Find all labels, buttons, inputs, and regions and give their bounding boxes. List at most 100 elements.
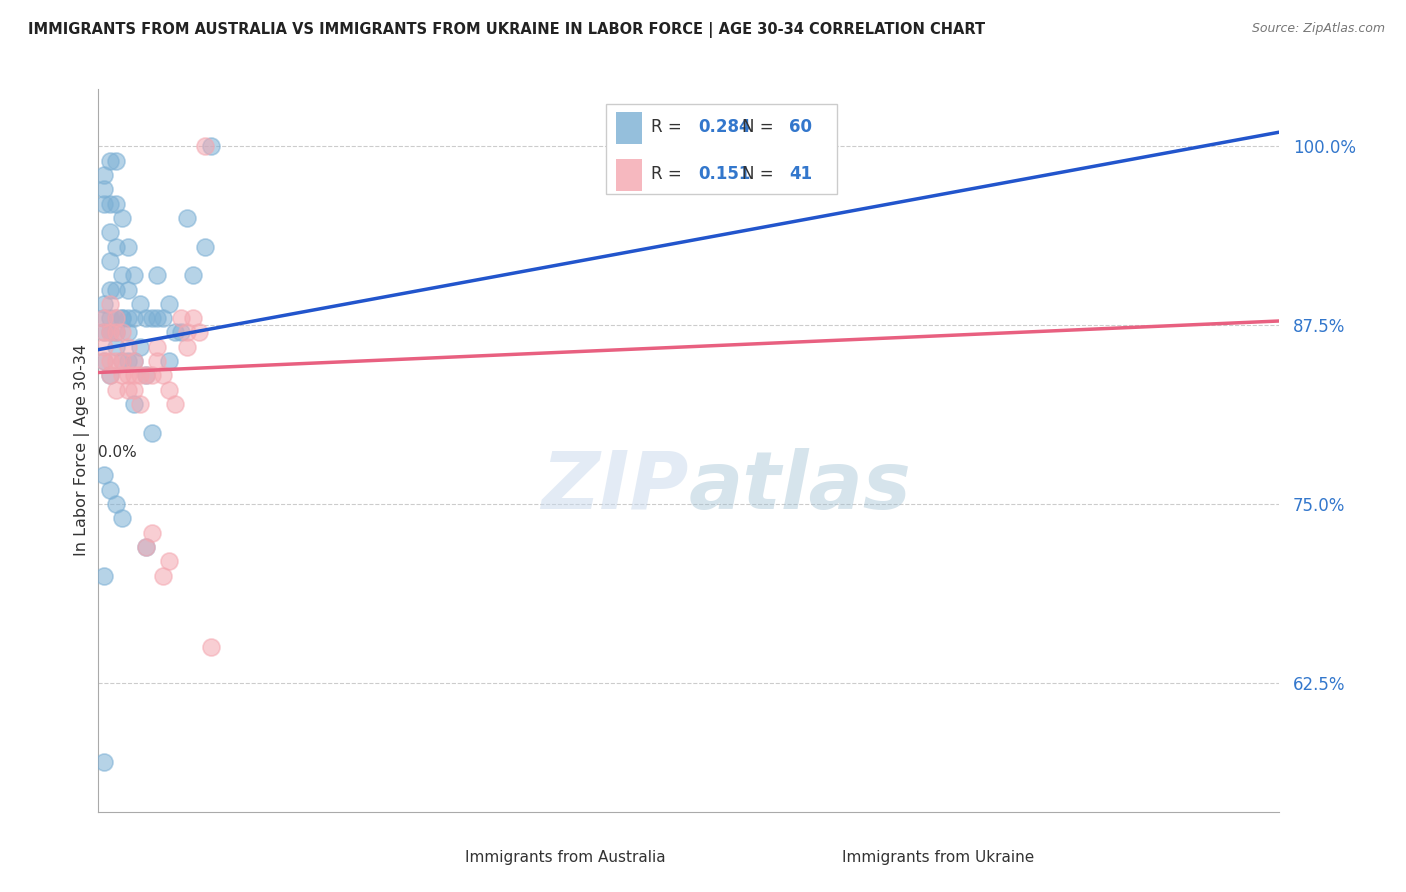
FancyBboxPatch shape	[606, 103, 837, 194]
Point	[176, 326, 198, 340]
Point	[152, 311, 174, 326]
Text: Immigrants from Australia: Immigrants from Australia	[464, 850, 665, 865]
Point	[194, 139, 217, 153]
Point	[93, 755, 115, 769]
Point	[122, 354, 145, 368]
Point	[93, 354, 115, 368]
Point	[194, 239, 217, 253]
Point	[98, 283, 121, 297]
Point	[98, 311, 121, 326]
Point	[117, 326, 139, 340]
Point	[111, 268, 134, 283]
Point	[135, 368, 157, 383]
Point	[157, 297, 180, 311]
Point	[135, 540, 157, 554]
Point	[105, 383, 128, 397]
Point	[105, 326, 128, 340]
Point	[152, 368, 174, 383]
Point	[141, 525, 163, 540]
Point	[141, 311, 163, 326]
Text: atlas: atlas	[689, 448, 911, 525]
Point	[117, 283, 139, 297]
Point	[98, 368, 121, 383]
Point	[98, 483, 121, 497]
Point	[105, 239, 128, 253]
Point	[165, 326, 187, 340]
Point	[117, 340, 139, 354]
Point	[170, 311, 193, 326]
Point	[111, 511, 134, 525]
Point	[105, 311, 128, 326]
Text: N =: N =	[742, 119, 779, 136]
Point	[98, 354, 121, 368]
Point	[98, 153, 121, 168]
Point	[93, 354, 115, 368]
Point	[122, 354, 145, 368]
Text: 0.151: 0.151	[699, 165, 751, 184]
Point	[98, 253, 121, 268]
Point	[135, 311, 157, 326]
Point	[93, 326, 115, 340]
Point	[146, 340, 169, 354]
Point	[93, 297, 115, 311]
Point	[170, 326, 193, 340]
Point	[105, 196, 128, 211]
Point	[105, 497, 128, 511]
Point	[141, 368, 163, 383]
Point	[146, 268, 169, 283]
Point	[176, 340, 198, 354]
Point	[105, 354, 128, 368]
Point	[157, 383, 180, 397]
Point	[187, 326, 209, 340]
Point	[98, 297, 121, 311]
Point	[128, 340, 150, 354]
Point	[117, 368, 139, 383]
Point	[122, 311, 145, 326]
Point	[98, 368, 121, 383]
Text: ZIP: ZIP	[541, 448, 689, 525]
Text: N =: N =	[742, 165, 779, 184]
Y-axis label: In Labor Force | Age 30-34: In Labor Force | Age 30-34	[75, 344, 90, 557]
Point	[146, 354, 169, 368]
Point	[181, 268, 204, 283]
Point	[98, 196, 121, 211]
Text: R =: R =	[651, 119, 688, 136]
Point	[128, 297, 150, 311]
Point	[200, 139, 222, 153]
Point	[181, 311, 204, 326]
Point	[117, 239, 139, 253]
Point	[93, 196, 115, 211]
Point	[98, 225, 121, 239]
Text: 0.0%: 0.0%	[98, 445, 138, 460]
Point	[111, 211, 134, 225]
FancyBboxPatch shape	[429, 844, 456, 871]
FancyBboxPatch shape	[616, 159, 641, 191]
Point	[93, 468, 115, 483]
Point	[98, 326, 121, 340]
Text: R =: R =	[651, 165, 688, 184]
Text: Source: ZipAtlas.com: Source: ZipAtlas.com	[1251, 22, 1385, 36]
Point	[93, 326, 115, 340]
Point	[135, 368, 157, 383]
Point	[152, 568, 174, 582]
Point	[93, 168, 115, 182]
Point	[157, 554, 180, 568]
Point	[122, 268, 145, 283]
Point	[111, 326, 134, 340]
Point	[105, 283, 128, 297]
Point	[117, 311, 139, 326]
Point	[157, 354, 180, 368]
Point	[122, 397, 145, 411]
Text: 0.284: 0.284	[699, 119, 751, 136]
Text: IMMIGRANTS FROM AUSTRALIA VS IMMIGRANTS FROM UKRAINE IN LABOR FORCE | AGE 30-34 : IMMIGRANTS FROM AUSTRALIA VS IMMIGRANTS …	[28, 22, 986, 38]
Text: 60: 60	[789, 119, 813, 136]
Point	[141, 425, 163, 440]
Point	[111, 354, 134, 368]
Text: 41: 41	[789, 165, 813, 184]
Point	[117, 383, 139, 397]
Point	[146, 311, 169, 326]
Point	[93, 182, 115, 196]
Point	[105, 340, 128, 354]
Text: Immigrants from Ukraine: Immigrants from Ukraine	[842, 850, 1035, 865]
Point	[117, 354, 139, 368]
